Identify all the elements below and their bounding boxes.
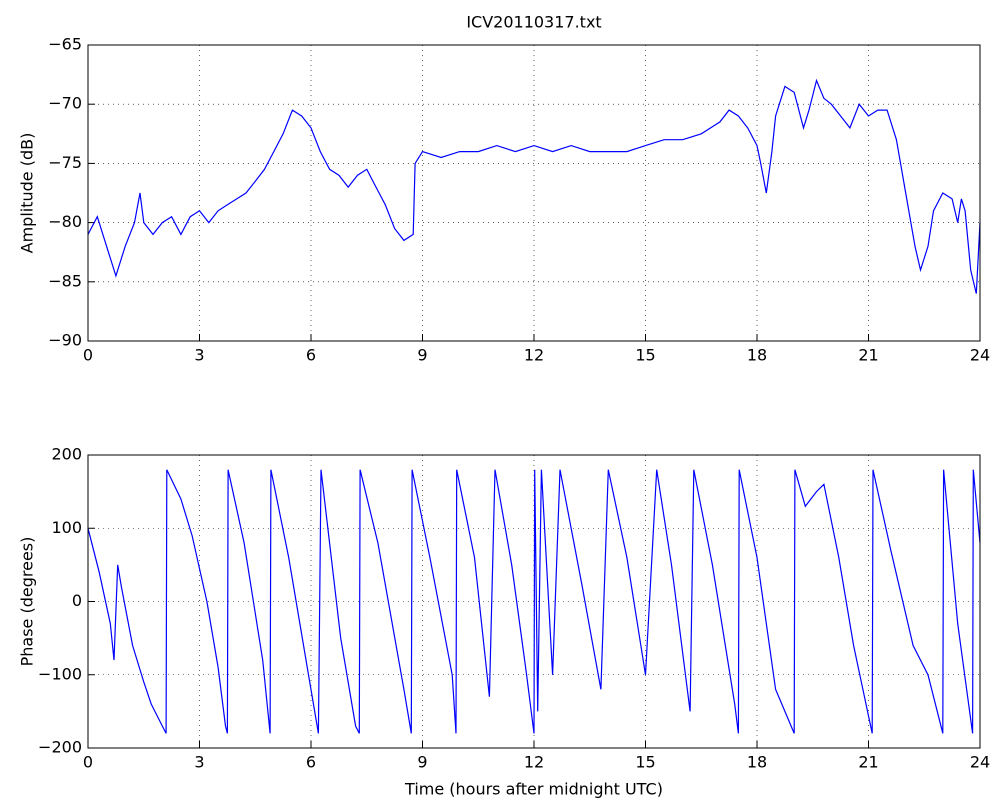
x-tick-label: 0 bbox=[83, 753, 93, 772]
x-tick-label: 3 bbox=[194, 346, 204, 365]
axes-frame bbox=[87, 44, 981, 342]
x-tick-label: 9 bbox=[417, 346, 427, 365]
x-tick-label: 3 bbox=[194, 753, 204, 772]
x-tick-label: 24 bbox=[970, 753, 990, 772]
x-tick-label: 18 bbox=[747, 753, 767, 772]
x-axis-label: Time (hours after midnight UTC) bbox=[404, 780, 663, 799]
x-tick-label: 21 bbox=[858, 753, 878, 772]
y-tick-label: −70 bbox=[48, 94, 82, 113]
y-tick-label: 0 bbox=[72, 591, 82, 610]
axes-frame bbox=[87, 454, 981, 749]
y-tick-label: −100 bbox=[38, 664, 82, 683]
x-tick-label: 6 bbox=[306, 753, 316, 772]
x-tick-label: 15 bbox=[635, 753, 655, 772]
y-tick-label: 100 bbox=[51, 518, 82, 537]
y-axis-label: Amplitude (dB) bbox=[18, 133, 37, 254]
y-tick-label: −75 bbox=[48, 153, 82, 172]
x-tick-label: 12 bbox=[524, 753, 544, 772]
x-tick-label: 9 bbox=[417, 753, 427, 772]
data-line bbox=[87, 469, 981, 734]
x-tick-label: 15 bbox=[635, 346, 655, 365]
x-tick-label: 0 bbox=[83, 346, 93, 365]
x-tick-label: 21 bbox=[858, 346, 878, 365]
y-tick-label: −80 bbox=[48, 212, 82, 231]
y-axis-label: Phase (degrees) bbox=[18, 537, 37, 667]
y-tick-label: −200 bbox=[38, 738, 82, 757]
y-tick-label: 200 bbox=[51, 445, 82, 464]
y-tick-label: −65 bbox=[48, 35, 82, 54]
x-tick-label: 24 bbox=[970, 346, 990, 365]
chart-title: ICV20110317.txt bbox=[466, 13, 601, 32]
x-tick-label: 6 bbox=[306, 346, 316, 365]
x-tick-label: 18 bbox=[747, 346, 767, 365]
y-tick-label: −90 bbox=[48, 331, 82, 350]
data-line bbox=[87, 78, 981, 294]
x-tick-label: 12 bbox=[524, 346, 544, 365]
y-tick-label: −85 bbox=[48, 271, 82, 290]
